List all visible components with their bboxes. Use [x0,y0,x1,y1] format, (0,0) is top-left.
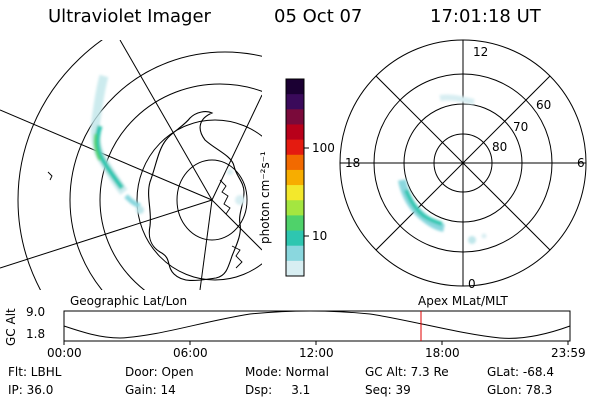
colorbar-tick-label-10: 10 [312,229,328,243]
mlat-label-60: 60 [536,98,552,112]
lat-ring-inner [176,159,248,241]
geo-panel-label: Geographic Lat/Lon [70,294,188,308]
info-door: Door: Open [125,365,194,379]
meridian [119,40,213,201]
meridian [0,199,213,269]
colorbar-segment [286,169,304,186]
timeline-plot [63,310,571,345]
mlt-label-right: 6 [577,156,585,170]
colorbar-segment [286,109,304,125]
colorbar-segment [286,215,304,232]
mlt-label-left: 18 [345,156,361,170]
timeline-xtick-0: 00:00 [47,346,82,360]
polar-diagonal [375,75,551,251]
colorbar [286,79,304,277]
timeline-xtick-1: 06:00 [173,346,208,360]
mlt-label-bottom: 0 [468,277,476,291]
lat-ring-3 [69,51,262,290]
colorbar-segment [286,154,304,171]
meridian [211,94,262,201]
colorbar-segment [286,185,304,201]
info-glon: GLon: 78.3 [487,383,553,397]
lat-ring-2 [99,83,262,290]
mlat-label-70: 70 [513,120,529,134]
polar-map [339,39,587,287]
mlat-label-80: 80 [492,140,508,154]
colorbar-segment [286,260,304,277]
timeline-ylabel: GC Alt [4,308,18,346]
instrument-title: Ultraviolet Imager [48,6,211,27]
mlt-label-top: 12 [473,45,489,59]
colorbar-unit-label: photon cm⁻²s⁻¹ [258,151,272,244]
coast-detail [219,179,231,215]
colorbar-segment [286,245,304,262]
colorbar-tick-label-100: 100 [312,141,335,155]
info-gain: Gain: 14 [125,383,176,397]
info-mode: Mode: Normal [245,365,329,379]
colorbar-segment [286,124,304,141]
coast-detail [47,171,53,181]
colorbar-segment [286,139,304,156]
info-ip: IP: 36.0 [8,383,54,397]
meridian [211,199,262,251]
colorbar-segment [286,94,304,110]
meridian [0,109,213,201]
colorbar-segment [286,200,304,216]
continent-outline [148,111,245,282]
polar-aurora-emission [398,94,487,244]
lat-ring-outer [17,40,103,290]
timeline-xtick-3: 18:00 [425,346,460,360]
colorbar-segment [286,230,304,247]
geo-aurora-emission [90,74,245,214]
lat-ring-1 [136,119,262,281]
info-seq: Seq: 39 [365,383,411,397]
colorbar-frame [285,78,305,277]
info-filter: Flt: LBHL [8,365,62,379]
timeline-ytick-high: 9.0 [26,305,46,319]
info-gc-alt: GC Alt: 7.3 Re [365,365,449,379]
timeline-ytick-low: 1.8 [26,327,46,341]
info-dsp: Dsp: 3.1 [245,383,311,397]
altitude-curve [63,310,571,339]
meridian [199,199,213,290]
date-label: 05 Oct 07 [274,6,363,27]
info-glat: GLat: -68.4 [487,365,554,379]
geographic-map [0,40,262,290]
timeline-xtick-2: 12:00 [299,346,334,360]
coast-detail [231,245,243,269]
polar-panel-label: Apex MLat/MLT [418,294,508,308]
time-label: 17:01:18 UT [430,6,541,27]
colorbar-segment [286,79,304,95]
timeline-xtick-4: 23:59 [551,346,586,360]
